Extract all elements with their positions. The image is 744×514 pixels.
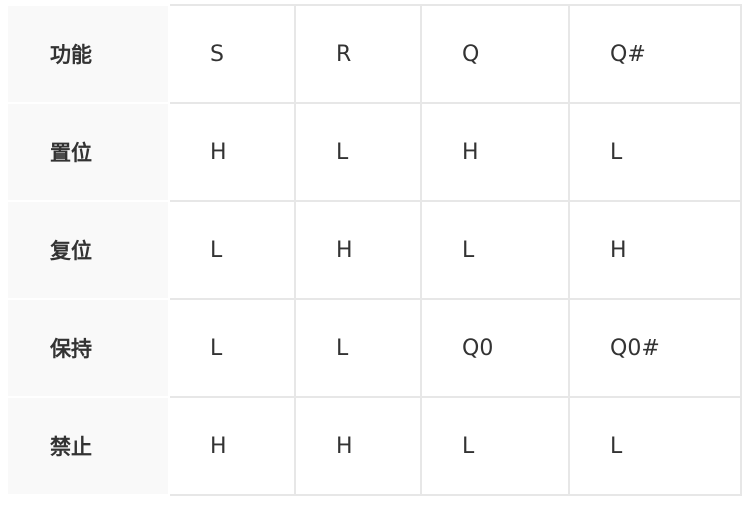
- table-cell: Q0#: [568, 298, 742, 398]
- row-label: 功能: [6, 4, 170, 104]
- table-row: 保持 L L Q0 Q0#: [6, 298, 742, 398]
- table-cell: Q#: [568, 4, 742, 104]
- table-cell: S: [168, 4, 296, 104]
- table-cell: H: [168, 396, 296, 496]
- table-cell: L: [294, 298, 422, 398]
- row-label: 禁止: [6, 396, 170, 496]
- table-cell: L: [568, 396, 742, 496]
- row-label: 置位: [6, 102, 170, 202]
- table-cell: H: [294, 200, 422, 300]
- table-cell: Q: [420, 4, 570, 104]
- table-cell: L: [420, 200, 570, 300]
- table-cell: Q0: [420, 298, 570, 398]
- table-cell: L: [168, 298, 296, 398]
- table-cell: H: [420, 102, 570, 202]
- row-label: 复位: [6, 200, 170, 300]
- truth-table: 功能 S R Q Q# 置位 H L H L 复位 L H L H 保持 L L Q0 Q0# 禁止 H H L L: [6, 4, 742, 496]
- table-row: 禁止 H H L L: [6, 396, 742, 496]
- header-row: 功能 S R Q Q#: [6, 4, 742, 104]
- table-row: 复位 L H L H: [6, 200, 742, 300]
- table-cell: H: [294, 396, 422, 496]
- table-cell: L: [294, 102, 422, 202]
- row-label: 保持: [6, 298, 170, 398]
- table-row: 置位 H L H L: [6, 102, 742, 202]
- table-cell: L: [168, 200, 296, 300]
- table-cell: H: [168, 102, 296, 202]
- table-cell: R: [294, 4, 422, 104]
- table-cell: L: [568, 102, 742, 202]
- table-cell: L: [420, 396, 570, 496]
- table-cell: H: [568, 200, 742, 300]
